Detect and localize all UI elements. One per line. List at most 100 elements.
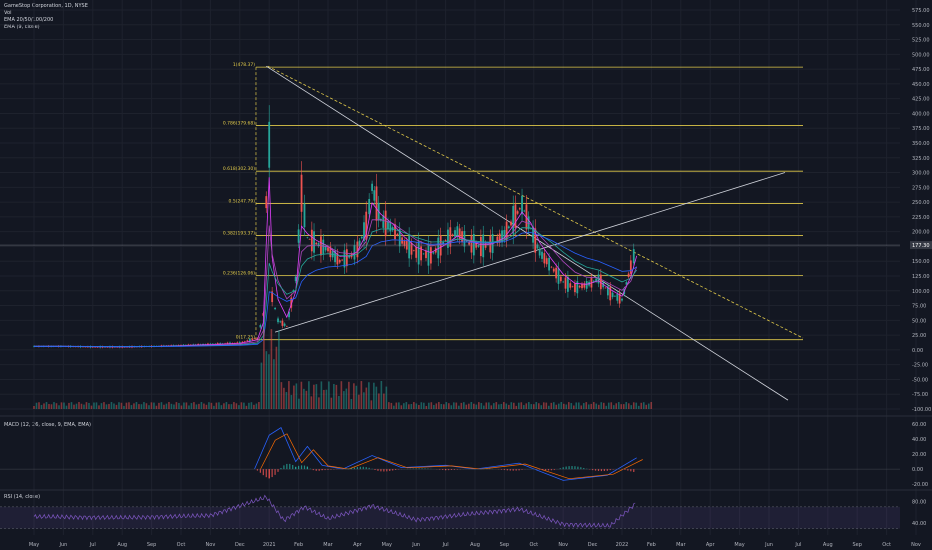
- rsi-band: [0, 506, 900, 529]
- volume-bar: [343, 391, 345, 409]
- symbol-title[interactable]: GameStop Corporation, 1D, NYSE: [4, 3, 88, 9]
- macd-hist-bar: [259, 469, 261, 473]
- candle-body: [229, 342, 231, 344]
- volume-bar: [440, 404, 443, 409]
- volume-bar: [143, 402, 145, 409]
- volume-bar: [620, 404, 623, 409]
- candle-body: [487, 244, 489, 246]
- x-tick-label: Jun: [764, 542, 773, 548]
- macd-hist-bar: [624, 469, 626, 470]
- x-tick-label: 2021: [263, 542, 276, 548]
- candle-body: [516, 211, 519, 214]
- macd-hist-bar: [445, 469, 447, 471]
- macd-hist-bar: [303, 465, 306, 470]
- macd-hist-bar: [506, 469, 508, 471]
- candle-body: [498, 233, 501, 243]
- candle-body: [279, 321, 282, 323]
- volume-bar: [513, 402, 515, 409]
- volume-bar: [215, 402, 218, 409]
- candle-body: [606, 286, 609, 296]
- volume-bar: [423, 402, 425, 409]
- macd-pane-label[interactable]: MACD (12, 26, close, 9, EMA, EMA): [4, 422, 91, 428]
- volume-bar: [105, 404, 108, 409]
- volume-bar: [208, 402, 210, 409]
- volume-bar: [605, 405, 608, 409]
- volume-bar: [630, 405, 633, 409]
- volume-bar: [627, 403, 630, 409]
- volume-bar: [340, 381, 343, 409]
- volume-bar: [233, 402, 235, 409]
- rsi-pane-label[interactable]: RSI (14, close): [4, 494, 41, 500]
- y-tick-label: 550.00: [912, 23, 930, 29]
- volume-bar: [595, 403, 598, 409]
- volume-bar: [592, 402, 595, 409]
- volume-bar: [115, 404, 118, 409]
- volume-bar: [465, 404, 468, 409]
- x-tick-label: Nov: [911, 542, 921, 548]
- y-tick-label: 200.00: [912, 230, 930, 236]
- volume-bar: [475, 404, 478, 409]
- volume-bar: [642, 402, 645, 409]
- macd-hist-bar: [377, 469, 379, 471]
- candle-body: [482, 234, 485, 258]
- volume-bar: [493, 403, 495, 409]
- volume-bar: [275, 346, 278, 409]
- volume-bar: [145, 403, 148, 409]
- volume-bar: [313, 384, 315, 409]
- volume-bar: [195, 404, 198, 409]
- x-tick-label: May: [382, 542, 392, 548]
- candle-body: [271, 291, 274, 303]
- volume-bar: [320, 381, 323, 409]
- volume-bar: [283, 387, 285, 409]
- volume-bar: [113, 403, 115, 409]
- volume-bar: [75, 403, 78, 409]
- macd-y-tick: 40.00: [912, 437, 926, 443]
- volume-bar: [175, 402, 178, 409]
- x-tick-label: May: [29, 542, 39, 548]
- volume-bar: [410, 404, 413, 409]
- macd-hist-bar: [356, 467, 358, 470]
- candle-body: [534, 228, 537, 253]
- macd-hist-bar: [521, 469, 523, 470]
- volume-bar: [295, 383, 298, 409]
- volume-bar: [33, 406, 35, 409]
- candle-body: [259, 325, 262, 328]
- volume-bar: [300, 381, 303, 409]
- macd-hist-bar: [256, 469, 259, 471]
- x-tick-label: Mar: [323, 542, 333, 548]
- x-tick-label: Oct: [882, 542, 891, 548]
- volume-bar: [235, 403, 238, 409]
- volume-bar: [520, 402, 523, 409]
- volume-bar: [48, 404, 50, 409]
- volume-bar: [290, 395, 293, 409]
- volume-bar: [225, 402, 228, 409]
- vol-indicator-label[interactable]: Vol: [4, 10, 12, 16]
- volume-bar: [130, 405, 133, 409]
- volume-bar: [380, 381, 383, 409]
- candle-body: [398, 228, 401, 247]
- ema-single-label[interactable]: EMA (9, close): [4, 24, 40, 30]
- candle-body: [412, 250, 415, 252]
- ema-100-line: [34, 232, 637, 347]
- candle-body: [512, 205, 515, 234]
- volume-bar: [540, 405, 543, 409]
- candle-body: [246, 340, 249, 342]
- volume-bar: [38, 402, 40, 409]
- volume-bar: [318, 397, 320, 409]
- volume-bar: [545, 402, 548, 409]
- volume-bar: [610, 402, 613, 409]
- volume-bar: [585, 402, 588, 409]
- ema-multi-label[interactable]: EMA 20/50/100/200: [4, 17, 54, 23]
- candle-body: [384, 210, 387, 237]
- x-tick-label: Sep: [500, 542, 509, 548]
- volume-bar: [647, 403, 650, 409]
- volume-bar: [488, 402, 490, 409]
- macd-hist-bar: [515, 469, 517, 471]
- volume-bar: [567, 402, 570, 409]
- candle-body: [527, 216, 530, 230]
- macd-hist-bar: [392, 469, 394, 471]
- candle-body: [415, 246, 418, 258]
- volume-bar: [463, 402, 465, 409]
- macd-hist-bar: [539, 469, 541, 470]
